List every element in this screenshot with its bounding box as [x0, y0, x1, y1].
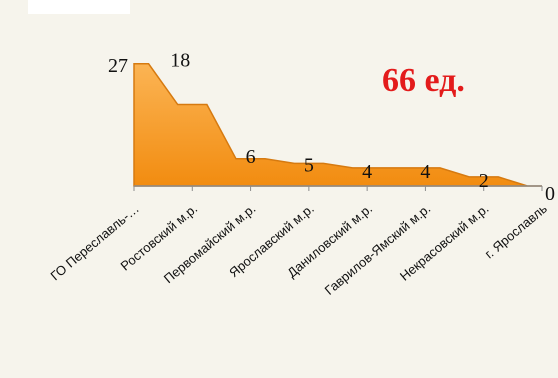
data-label: 5 — [304, 154, 314, 176]
x-tick-label: Гаврилов-Ямский м.р. — [322, 201, 434, 298]
area-series — [133, 63, 542, 187]
data-label: 4 — [420, 161, 430, 183]
data-label: 2 — [479, 170, 489, 192]
data-label: 18 — [170, 50, 190, 72]
data-label: 27 — [108, 55, 128, 77]
corner-patch — [28, 0, 130, 14]
x-tick-label: г. Ярославль — [482, 201, 550, 262]
total-annotation: 66 ед. — [382, 62, 465, 99]
data-label: 4 — [362, 161, 372, 183]
data-label: 0 — [545, 183, 555, 205]
data-label: 6 — [246, 146, 256, 168]
